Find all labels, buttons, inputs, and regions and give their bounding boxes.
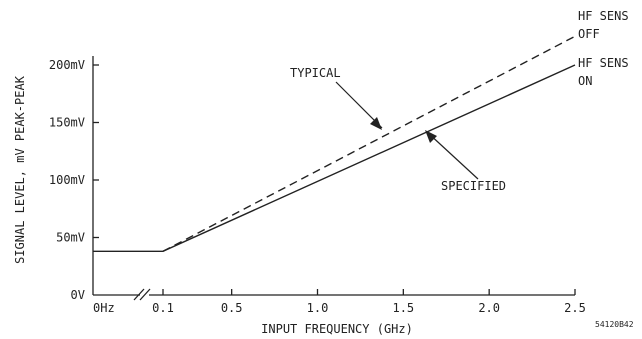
y-axis-title: SIGNAL LEVEL, mV PEAK-PEAK <box>13 75 27 264</box>
x-tick-label: 0.1 <box>152 301 174 315</box>
x-tick-label: 1.5 <box>392 301 414 315</box>
hf-sens-on-label-line2: ON <box>578 74 592 88</box>
y-tick-label: 150mV <box>49 116 85 130</box>
series-lines <box>93 35 576 253</box>
x-tick-label: 2.0 <box>478 301 500 315</box>
x-tick-label: 0Hz <box>93 301 115 315</box>
x-tick-label: 1.0 <box>307 301 329 315</box>
figure-id: 54120B42 <box>595 320 634 329</box>
y-tick-label: 50mV <box>56 231 85 245</box>
y-tick-label: 0V <box>71 288 85 302</box>
hf-sens-on-label-line1: HF SENS <box>578 56 629 70</box>
x-tick-label: 2.5 <box>564 301 586 315</box>
x-axis-title: INPUT FREQUENCY (GHz) <box>261 322 413 336</box>
hf-sens-off-label-line2: OFF <box>578 27 600 41</box>
specified-arrow <box>426 131 479 180</box>
hf-sens-off-label-line1: HF SENS <box>578 9 629 23</box>
y-tick-label: 100mV <box>49 173 85 187</box>
typical-label: TYPICAL <box>290 66 341 80</box>
series-line-specified <box>93 64 576 253</box>
x-axis-break-mark <box>133 288 151 301</box>
x-tick-label: 0.5 <box>221 301 243 315</box>
y-ticks: 0V 50mV 100mV 150mV 200mV <box>49 58 99 302</box>
y-tick-label: 200mV <box>49 58 85 72</box>
x-ticks: 0Hz 0.1 0.5 1.0 1.5 2.0 2.5 <box>93 289 586 315</box>
specified-arrowhead <box>425 130 437 143</box>
specified-label: SPECIFIED <box>441 179 506 193</box>
series-line-typical <box>162 35 576 252</box>
typical-arrowhead <box>370 117 382 130</box>
